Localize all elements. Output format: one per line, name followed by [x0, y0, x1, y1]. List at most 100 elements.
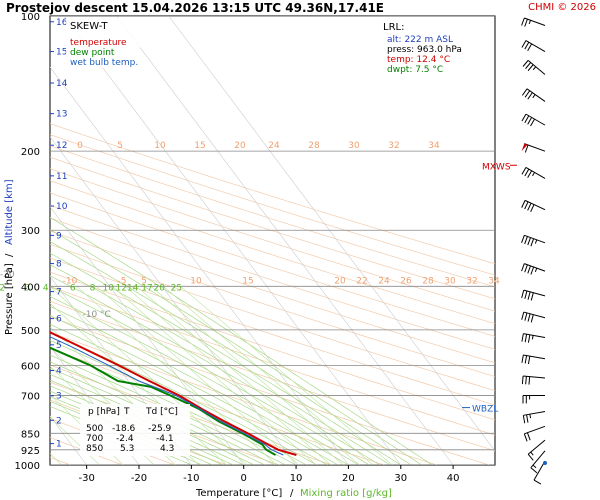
table-header-p: p [hPa]	[88, 407, 120, 417]
x-tick-label: -20	[131, 473, 147, 484]
legend-dew-point: dew point	[70, 48, 115, 58]
barb-half-flag	[534, 239, 538, 244]
moist-adiabat	[50, 373, 255, 465]
wind-barb	[530, 450, 546, 474]
barb-flag	[530, 467, 538, 474]
wind-barb	[521, 88, 546, 102]
barb-flag	[524, 290, 528, 299]
mixing-ratio-label: 2	[0, 283, 5, 293]
wind-barb	[521, 166, 546, 179]
barb-flag	[521, 290, 525, 299]
barb-flag	[527, 313, 531, 322]
table-cell: 500	[86, 424, 103, 434]
barb-half-flag	[528, 20, 531, 25]
isotherm	[116, 16, 454, 465]
barb-half-flag	[532, 94, 536, 99]
dry-adiabat-label: 0	[77, 141, 83, 151]
barb-staff	[525, 113, 546, 126]
barb-flag	[526, 432, 531, 441]
isotherm	[63, 16, 402, 465]
y-axis-title-altitude: Altitude [km]	[4, 179, 15, 245]
dry-adiabat	[50, 243, 495, 391]
barb-flag	[521, 200, 526, 208]
barb-flag	[521, 113, 527, 122]
pressure-tick-label: 500	[21, 326, 40, 337]
copyright: CHMI © 2026	[528, 2, 596, 13]
table-cell: 5.3	[120, 444, 134, 454]
x-tick-label: -30	[78, 473, 94, 484]
x-tick-label: 40	[447, 473, 460, 484]
barb-half-flag	[532, 66, 537, 71]
isotherm-label: -20	[0, 270, 15, 280]
dry-adiabat-label: 28	[308, 141, 320, 151]
barb-staff	[524, 425, 546, 435]
barb-flag	[527, 92, 533, 100]
barb-flag	[524, 90, 531, 98]
wind-barb	[521, 113, 546, 127]
dry-adiabat-label: 20	[334, 276, 346, 286]
dry-adiabat-label: -5	[118, 276, 127, 286]
y-axis-title-separator: /	[4, 253, 15, 257]
wind-barb	[521, 354, 546, 365]
altitude-tick-label: 6	[56, 315, 62, 325]
wind-barb	[521, 40, 546, 52]
altitude-tick-label: 12	[56, 141, 67, 151]
table-cell: -2.4	[116, 434, 134, 444]
barb-half-flag	[531, 335, 534, 340]
mixing-ratio-label: 25	[171, 283, 182, 293]
barb-staff	[526, 88, 546, 102]
barb-staff	[523, 311, 546, 319]
isotherm	[50, 66, 349, 465]
x-tick-label: 10	[290, 473, 303, 484]
mixing-ratio-label: 17	[141, 283, 152, 293]
isotherm	[168, 16, 495, 452]
barb-flag	[530, 118, 535, 127]
surface-dot	[543, 461, 547, 466]
station-title: LRL:	[383, 22, 404, 33]
pressure-tick-label: 925	[21, 446, 40, 457]
barb-flag	[527, 237, 531, 246]
altitude-tick-label: 3	[56, 392, 62, 402]
altitude-tick-label: 14	[56, 79, 68, 89]
table-cell: -4.1	[156, 434, 174, 444]
dry-adiabat-label: -10	[63, 276, 78, 286]
altitude-tick-label: 9	[56, 231, 62, 241]
x-tick-label: 0	[241, 473, 247, 484]
profiles	[50, 331, 297, 456]
x-axis-title: Temperature [°C] / Mixing ratio [g/kg]	[195, 488, 392, 499]
wind-barb	[522, 59, 546, 75]
barb-half-flag	[534, 267, 538, 273]
wind-barb	[527, 439, 546, 461]
isotherm	[50, 206, 244, 465]
x-tick-label: 30	[394, 473, 407, 484]
pressure-tick-label: 400	[21, 282, 40, 293]
altitude-tick-label: 10	[56, 202, 68, 212]
mixing-ratio-label: 10	[102, 283, 114, 293]
wind-barb	[521, 311, 546, 323]
legend-wet-bulb: wet bulb temp.	[70, 58, 138, 68]
barb-flag	[521, 311, 525, 320]
dewpoint-profile	[50, 346, 276, 456]
barb-flag	[530, 238, 535, 247]
altitude-tick-label: 8	[56, 260, 62, 270]
dry-adiabat-label: 15	[194, 141, 205, 151]
dry-adiabat	[50, 134, 495, 276]
isotherm	[50, 345, 140, 465]
barb-flag	[524, 201, 529, 210]
legend-title: SKEW-T	[70, 21, 108, 32]
dry-adiabat	[50, 204, 495, 350]
barb-flag	[521, 376, 524, 385]
legend-temperature: temperature	[70, 38, 127, 48]
barb-flag	[527, 265, 531, 274]
pressure-tick-label: 300	[21, 226, 40, 237]
mixing-ratio-line	[50, 416, 100, 465]
station-info: LRL: alt: 222 m ASL press: 963.0 hPa tem…	[383, 22, 491, 78]
dry-adiabat	[50, 168, 495, 312]
dry-adiabat	[50, 192, 495, 337]
y-axis-title-pressure: Pressure [hPa]	[4, 263, 15, 335]
table-cell: 4.3	[160, 444, 174, 454]
mixing-ratio-line	[136, 286, 344, 465]
barb-flag	[521, 17, 525, 26]
station-alt: alt: 222 m ASL	[387, 35, 453, 45]
barb-flag	[527, 170, 533, 178]
